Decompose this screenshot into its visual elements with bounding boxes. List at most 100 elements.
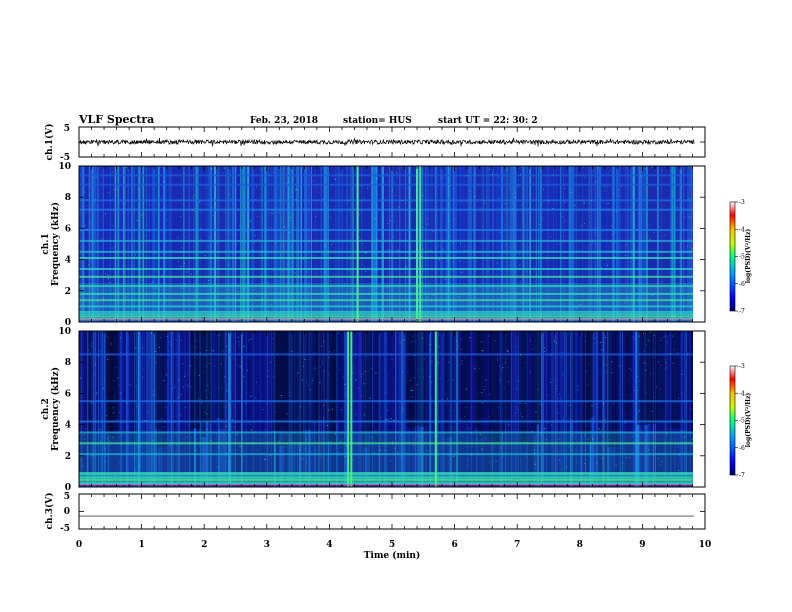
ch1-spectrogram-streak (154, 166, 155, 322)
ch1-spectrogram-speckle (386, 285, 388, 287)
ch2-spectrogram-speckle (386, 473, 388, 475)
ch2-spectrogram-station-line (79, 475, 693, 478)
ch1-spectrogram-speckle (225, 259, 227, 261)
ch1-spectrogram-speckle (522, 244, 524, 245)
ch2-spectrogram-speckle (298, 449, 300, 451)
ch1-spectrogram-speckle (295, 189, 297, 191)
ch2-spectrogram-speckle (664, 452, 666, 454)
ch2-spectrogram-speckle (248, 339, 250, 341)
ch1-spectrogram-speckle (614, 310, 616, 312)
ch2-spectrogram-speckle (391, 464, 393, 466)
ch2-spectrogram-speckle (680, 392, 682, 394)
ch1-spectrogram-speckle (517, 168, 519, 170)
ch1-spectrogram-speckle (431, 257, 433, 259)
ch2-spectrogram-speckle (176, 444, 177, 446)
ch1-spectrogram-speckle (194, 211, 196, 213)
ch1-spectrogram-streak (691, 166, 693, 322)
ch2-spectrogram-speckle (299, 478, 301, 480)
ch2-spectrogram-speckle (198, 398, 200, 400)
ch2-spectrogram-speckle (501, 369, 503, 371)
ch1-spectrogram-streak (642, 166, 644, 322)
ch1-spectrogram-speckle (383, 251, 385, 253)
ch1-spectrogram-speckle (267, 310, 269, 312)
ch1-spectrogram-speckle (107, 274, 109, 276)
ch1-spectrogram-speckle (523, 197, 525, 199)
ch1-spectrogram-speckle (327, 277, 329, 279)
ch2-spectrogram-speckle (443, 432, 445, 434)
ch2-spectrogram-speckle (466, 437, 468, 439)
ch2-spectrogram-speckle (599, 428, 600, 430)
ch2-spectrogram-speckle (133, 456, 135, 458)
ch1-spectrogram-streak (393, 166, 394, 322)
ch1-spectrogram-speckle (540, 244, 542, 246)
ch1-spectrogram-speckle (208, 177, 210, 179)
ch2-spectrogram-speckle (329, 458, 331, 460)
ch1-spectrogram-speckle (506, 169, 508, 171)
ch1-spectrogram-streak (284, 166, 286, 322)
ch2-spectrogram-speckle (562, 374, 564, 376)
ch1-spectrogram-streak (440, 166, 443, 322)
ch2-spectrogram-speckle (523, 441, 525, 443)
ch2-spectrogram-speckle (84, 438, 86, 440)
ch2-spectrogram-colorbar-tick-label: -4 (739, 390, 745, 397)
ch2-spectrogram-speckle (375, 483, 377, 485)
ch1-spectrogram-speckle (345, 199, 347, 201)
ch2-spectrogram-speckle (517, 380, 519, 382)
ch2-spectrogram-streak (146, 331, 148, 487)
ch1-spectrogram-streak (243, 166, 245, 322)
ch2-spectrogram-streak (224, 331, 227, 487)
ch2-spectrogram-speckle (684, 436, 685, 438)
ch1-spectrogram-speckle (614, 307, 616, 309)
ch2-spectrogram-speckle (559, 398, 561, 400)
ch2-spectrogram-speckle (681, 418, 683, 420)
ch2-spectrogram-speckle (445, 392, 447, 394)
ch2-spectrogram-speckle (335, 433, 336, 435)
ch1-spectrogram-streak (503, 166, 505, 322)
ch2-spectrogram-speckle (365, 430, 367, 432)
ch2-spectrogram-speckle (149, 427, 151, 429)
ch1-spectrogram-speckle (361, 185, 363, 187)
ch1-spectrogram-speckle (275, 248, 277, 250)
ch2-spectrogram-streak (554, 331, 556, 487)
ch2-spectrogram-speckle (586, 425, 588, 427)
ch1-spectrogram-speckle (80, 305, 82, 307)
ch2-spectrogram-speckle (363, 373, 365, 375)
ch2-spectrogram-speckle (401, 410, 403, 412)
ch2-spectrogram-streak (360, 331, 362, 487)
ch1-spectrogram-speckle (498, 252, 500, 254)
ch1-spectrogram-speckle (541, 217, 543, 219)
ch1-spectrogram-streak (344, 166, 345, 322)
ch1-spectrogram-speckle (426, 251, 427, 253)
ch1-spectrogram-speckle (518, 178, 520, 180)
ch1-spectrogram-streak (603, 166, 606, 322)
ch1-spectrogram-streak (311, 166, 312, 322)
ch2-spectrogram-speckle (566, 456, 568, 458)
ch1-spectrogram-streak (304, 166, 307, 322)
ch2-spectrogram-speckle (414, 355, 415, 356)
ch2-spectrogram-streak (94, 331, 95, 487)
ch1-spectrogram-speckle (196, 280, 198, 282)
ch2-spectrogram-speckle (362, 432, 364, 434)
ch2-spectrogram-speckle (323, 404, 325, 406)
ch1-spectrogram-speckle (578, 195, 580, 197)
ch1-spectrogram-speckle (370, 182, 372, 184)
ch2-spectrogram-speckle (250, 338, 252, 340)
ch2-spectrogram-speckle (243, 376, 245, 378)
ch2-spectrogram-speckle (237, 336, 239, 338)
ch2-spectrogram-streak (396, 331, 398, 487)
ch2-spectrogram-speckle (526, 456, 528, 458)
ch1-spectrogram-streak (570, 166, 573, 322)
ch1-spectrogram-speckle (193, 194, 195, 196)
ch1-spectrogram-speckle (365, 316, 367, 318)
ch1-spectrogram-speckle (233, 307, 235, 308)
ch2-spectrogram-dark-gap (692, 331, 693, 438)
ch1-spectrogram-speckle (196, 276, 197, 278)
ch1-spectrogram-speckle (597, 283, 598, 284)
ch1-spectrogram-speckle (146, 224, 148, 226)
ch2-spectrogram-speckle (107, 336, 109, 338)
ch1-spectrogram-speckle (552, 208, 554, 210)
ch2-spectrogram-speckle (642, 383, 644, 385)
ch1-ytick-bottom: -5 (60, 153, 70, 163)
ch1-spectrogram-speckle (668, 320, 670, 322)
ch1-spectrogram-speckle (581, 300, 583, 302)
